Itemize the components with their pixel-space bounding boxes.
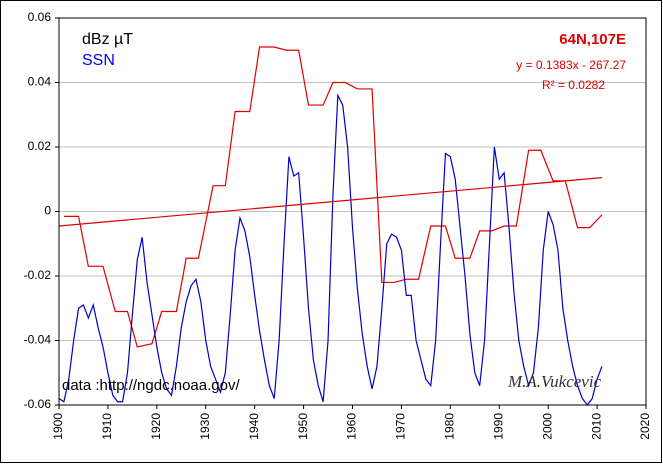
x-tick-label: 1940 xyxy=(247,413,261,440)
legend-entry: SSN xyxy=(82,52,115,69)
x-tick-label: 1980 xyxy=(443,413,457,440)
source-note: data :http://ngdc.noaa.gov/ xyxy=(62,377,240,394)
annotation: 64N,107E xyxy=(559,31,626,48)
trend-r2: R² = 0.0282 xyxy=(542,78,605,92)
marks xyxy=(58,46,603,406)
x-tick-label: 1970 xyxy=(394,413,408,440)
x-tick-label: 2000 xyxy=(540,413,554,440)
x-tick-label: 1990 xyxy=(491,413,505,440)
legend-entry: dBz µT xyxy=(82,31,133,48)
x-tick-label: 1930 xyxy=(198,413,212,440)
y-tick-label: -0.02 xyxy=(24,268,52,282)
x-tick-label: 2010 xyxy=(589,413,603,440)
series-line xyxy=(58,93,603,406)
y-tick-label: 0.04 xyxy=(28,75,52,89)
x-tick-label: 1920 xyxy=(149,413,163,440)
x-tick-label: 1960 xyxy=(345,413,359,440)
author: M.A.Vukcevic xyxy=(507,372,602,391)
y-tick-label: -0.06 xyxy=(24,397,52,411)
trend-equation: y = 0.1383x - 267.27 xyxy=(516,58,626,72)
y-tick-label: 0.02 xyxy=(28,139,52,153)
x-tick-label: 1900 xyxy=(51,413,65,440)
x-tick-label: 2020 xyxy=(638,413,652,440)
x-tick-label: 1910 xyxy=(100,413,114,440)
trend-line xyxy=(58,177,603,227)
y-tick-label: -0.04 xyxy=(24,333,52,347)
y-tick-label: 0.06 xyxy=(28,10,52,24)
x-tick-label: 1950 xyxy=(296,413,310,440)
y-tick-label: 0 xyxy=(44,204,51,218)
